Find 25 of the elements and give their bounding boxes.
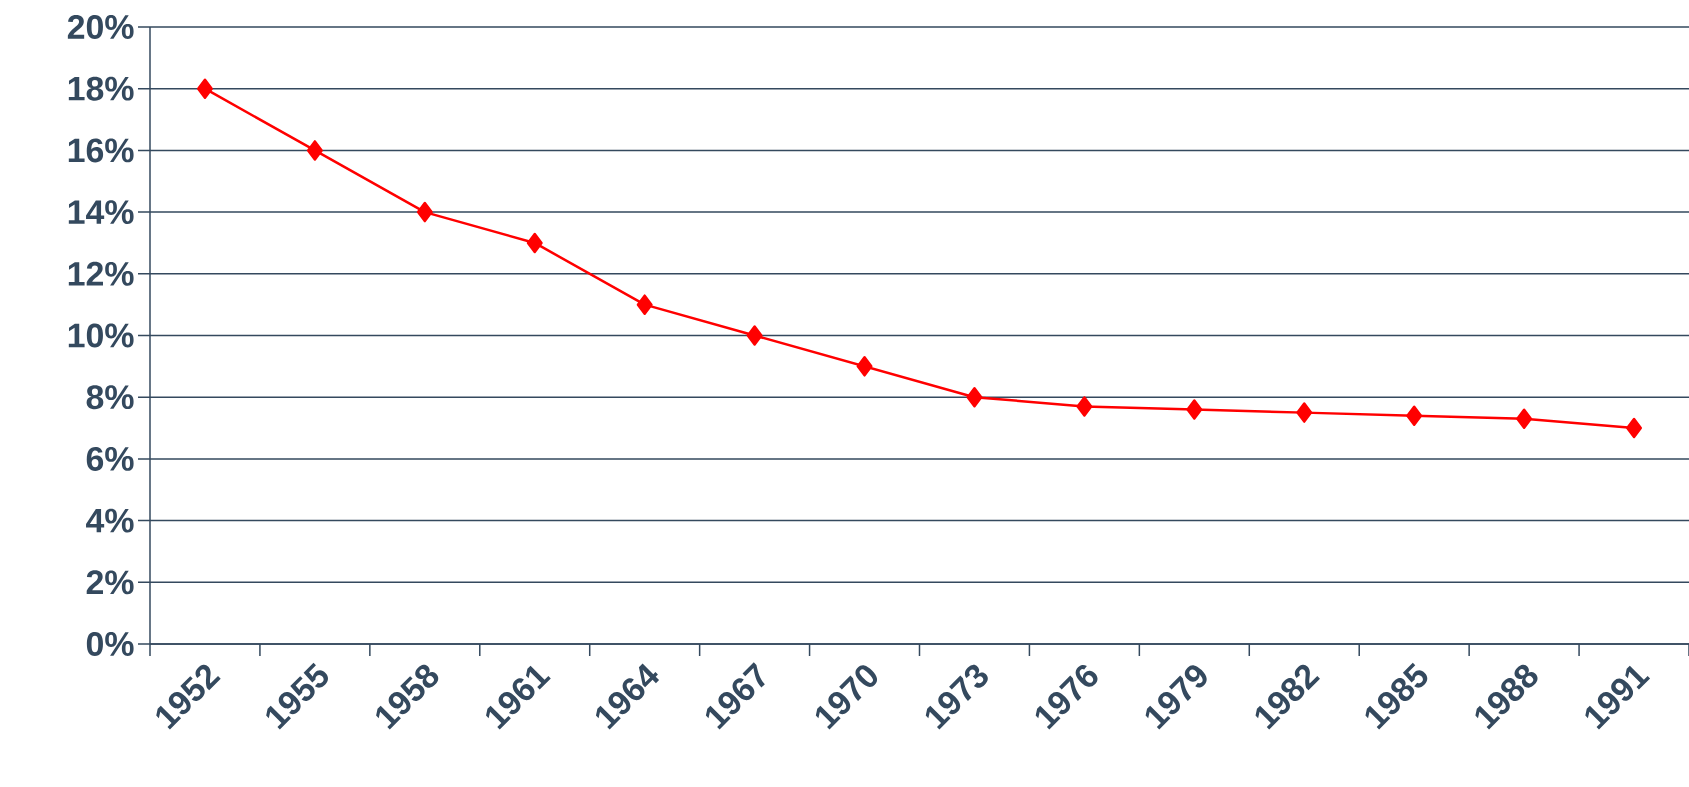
point [526,232,543,254]
point [636,294,653,315]
y-tick-label: 16% [68,138,134,163]
point [1516,408,1533,430]
y-tick-label: 6% [86,446,134,471]
point [416,201,433,223]
point [746,325,763,346]
y-tick-label: 2% [86,570,134,595]
point [1296,402,1313,423]
y-tick-label: 8% [86,385,134,410]
point [856,356,873,377]
y-tick-label: 20% [67,15,134,39]
point [1076,396,1093,417]
y-tick-label: 0% [86,632,134,656]
y-tick-label: 12% [68,261,134,286]
y-tick-label: 10% [68,323,134,348]
point [196,78,213,99]
y-tick-label: 18% [68,76,134,101]
point [1186,399,1203,420]
y-tick-label: 4% [86,508,134,533]
point [306,140,323,161]
y-tick-label: 14% [68,200,134,225]
point [966,386,983,408]
point [1406,405,1423,426]
point [1626,417,1643,439]
